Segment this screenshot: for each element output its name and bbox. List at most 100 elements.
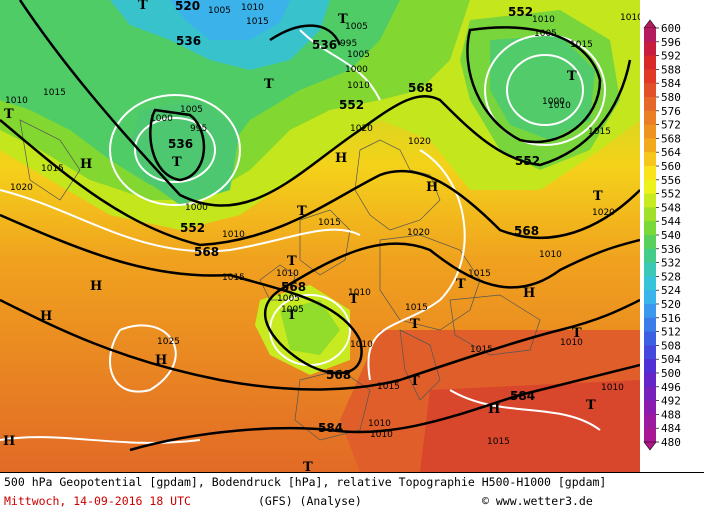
legend-swatch — [644, 41, 656, 57]
contour-label: 552 — [180, 221, 205, 235]
color-scale-legend: 600 596 592 588 584 580 576 572 568 564 560 556 552 5… — [640, 0, 704, 472]
legend-value: 600 — [661, 22, 681, 35]
isobar-label: 1000 — [345, 65, 368, 75]
legend-value: 520 — [661, 298, 681, 311]
legend-swatch — [644, 359, 656, 374]
low-marker: T — [4, 107, 14, 122]
legend-value: 564 — [661, 146, 681, 159]
legend-value: 548 — [661, 201, 681, 214]
map-canvas: 520 536 536 536 552 552 552 552 568 568 … — [0, 0, 640, 472]
isobar-label: 1015 — [570, 40, 593, 50]
contour-label: 568 — [326, 368, 351, 382]
legend-value: 584 — [661, 77, 681, 90]
legend-swatch — [644, 373, 656, 388]
isobar-label: 1005 — [208, 6, 231, 16]
isobar-label: 1005 — [347, 50, 370, 60]
legend-value: 488 — [661, 408, 681, 421]
isobar-label: 1010 — [548, 101, 571, 111]
copyright: © www.wetter3.de — [482, 494, 593, 508]
low-marker: T — [456, 277, 466, 292]
legend-swatch — [644, 179, 656, 195]
legend-value: 492 — [661, 395, 681, 408]
contour-label: 536 — [168, 137, 193, 151]
low-marker: T — [297, 204, 307, 219]
isobar-label: 1000 — [185, 203, 208, 213]
legend-value: 592 — [661, 50, 681, 63]
legend-swatch — [644, 235, 656, 250]
weather-map: 520 536 536 536 552 552 552 552 568 568 … — [0, 0, 640, 472]
legend-value: 512 — [661, 326, 681, 339]
legend-swatch — [644, 138, 656, 153]
legend-swatch — [644, 414, 656, 429]
isobar-label: 1010 — [348, 288, 371, 298]
isobar-label: 1010 — [5, 96, 28, 106]
legend-value: 568 — [661, 132, 681, 145]
contour-label: 536 — [312, 38, 337, 52]
isobar-label: 1010 — [539, 250, 562, 260]
high-marker: H — [90, 279, 102, 294]
map-footer: 500 hPa Geopotential [gpdam], Bodendruck… — [0, 472, 704, 514]
isobar-label: 1010 — [368, 419, 391, 429]
legend-value: 480 — [661, 436, 681, 449]
contour-label: 584 — [318, 421, 343, 435]
low-marker: T — [138, 0, 148, 13]
legend-canvas: 6005965925885845805765725685645605565525… — [643, 19, 681, 451]
legend-value: 504 — [661, 353, 681, 366]
legend-swatch — [644, 248, 656, 264]
legend-value: 588 — [661, 63, 681, 76]
isobar-label: 1015 — [222, 273, 245, 283]
legend-swatch — [644, 345, 656, 360]
legend-swatch — [644, 69, 656, 84]
isobar-label: 1015 — [43, 88, 66, 98]
legend-swatch — [644, 276, 656, 291]
isobar-label: 1010 — [350, 340, 373, 350]
isobar-label: 995 — [190, 124, 207, 134]
legend-value: 596 — [661, 36, 681, 49]
low-marker: T — [287, 254, 297, 269]
high-marker: H — [523, 286, 535, 301]
low-marker: T — [303, 460, 313, 472]
low-marker: T — [593, 189, 603, 204]
legend-arrow-top — [643, 19, 657, 29]
legend-value: 544 — [661, 215, 681, 228]
legend-value: 496 — [661, 381, 681, 394]
isobar-label: 1005 — [281, 305, 304, 315]
isobar-label: 1020 — [10, 183, 33, 193]
legend-swatch — [644, 207, 656, 222]
legend-swatch — [644, 124, 656, 139]
contour-label: 520 — [175, 0, 200, 13]
coastlines — [19, 119, 541, 441]
isobar-label: 1005 — [534, 29, 557, 39]
isobar-label: 1010 — [276, 269, 299, 279]
legend-swatch — [644, 290, 656, 305]
pressure-centers: H H H H H H H H H T T T T T T T T T T T … — [3, 0, 603, 472]
contour-label: 552 — [515, 154, 540, 168]
legend-value: 552 — [661, 188, 681, 201]
legend-swatch — [644, 97, 656, 112]
contour-label: 568 — [514, 224, 539, 238]
legend-swatch — [644, 193, 656, 208]
legend-swatch — [644, 262, 656, 277]
isobar-label: 1015 — [470, 345, 493, 355]
model-name: (GFS) (Analyse) — [258, 494, 362, 508]
isobar-label: 1020 — [408, 137, 431, 147]
high-marker: H — [40, 309, 52, 324]
high-marker: H — [3, 434, 15, 449]
isobar-label: 1015 — [468, 269, 491, 279]
contour-label: 568 — [281, 280, 306, 294]
isobar-label: 1020 — [407, 228, 430, 238]
isobar-label: 1005 — [180, 105, 203, 115]
legend-swatch — [644, 317, 656, 333]
legend-value: 500 — [661, 367, 681, 380]
isobar-label: 1000 — [542, 97, 565, 107]
contour-labels: 520 536 536 536 552 552 552 552 568 568 … — [168, 0, 540, 435]
contour-label: 536 — [176, 34, 201, 48]
legend-value: 580 — [661, 91, 681, 104]
isobar-label: 1025 — [157, 337, 180, 347]
legend-value: 528 — [661, 270, 681, 283]
low-marker: T — [287, 308, 297, 323]
low-marker: T — [172, 155, 182, 170]
legend-value: 484 — [661, 422, 681, 435]
legend-value: 536 — [661, 243, 681, 256]
legend-value: 576 — [661, 105, 681, 118]
